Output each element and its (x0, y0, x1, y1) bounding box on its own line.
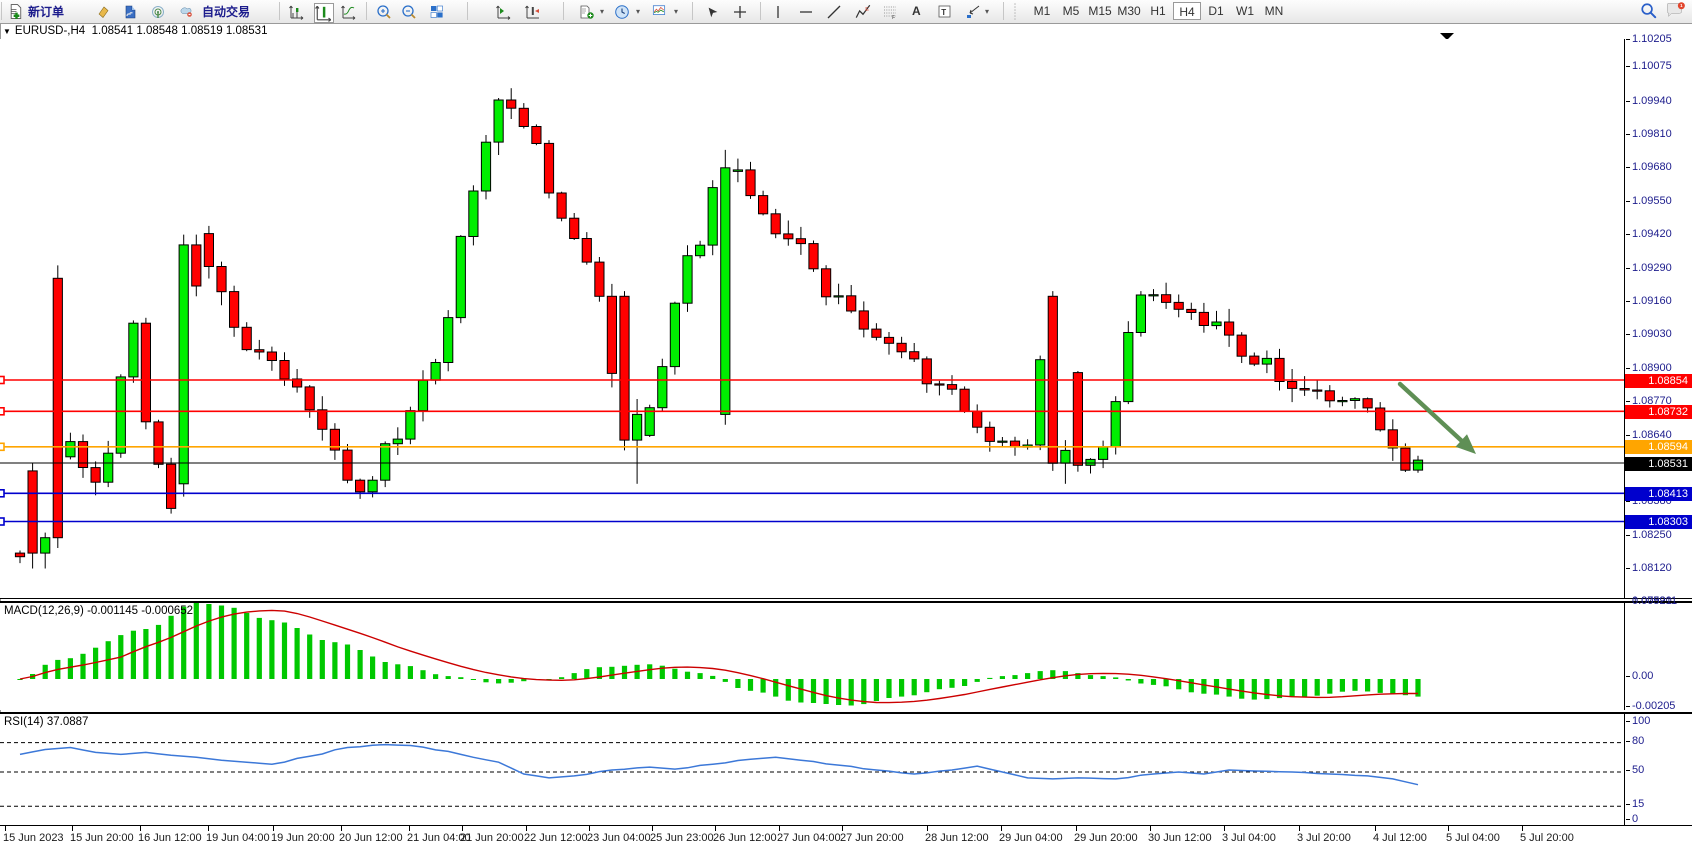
svg-text:T: T (941, 8, 946, 17)
svg-text:E: E (865, 7, 869, 13)
svg-text:A: A (912, 4, 921, 18)
svg-text:F: F (892, 15, 895, 20)
